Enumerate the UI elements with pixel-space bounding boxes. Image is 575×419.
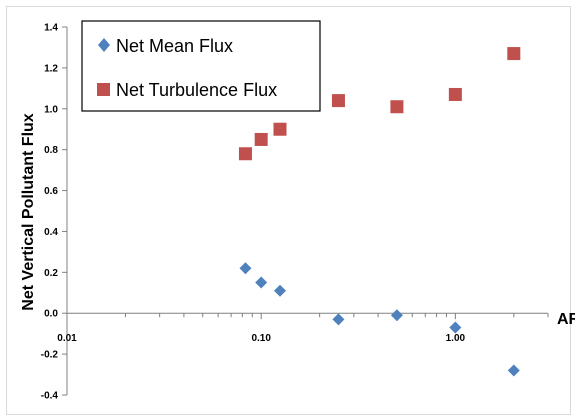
turbulence-flux-point xyxy=(238,147,252,161)
y-tick-label: -0.2 xyxy=(41,350,59,361)
mean-flux-point xyxy=(390,309,403,322)
y-ticks: -0.4 -0.2 0.0 0.2 0.4 0.6 0.8 1.0 1.2 1.4 xyxy=(41,23,67,402)
mean-flux-point xyxy=(239,262,252,275)
turbulence-flux-point xyxy=(273,122,287,136)
y-tick-label: -0.4 xyxy=(41,391,59,402)
x-ticks: 0.01 0.10 1.00 xyxy=(57,313,549,344)
legend-label-mean: Net Mean Flux xyxy=(116,36,233,56)
turbulence-flux-point xyxy=(390,100,404,114)
legend-marker-turbulence xyxy=(97,83,110,96)
y-tick-label: 1.4 xyxy=(44,23,58,34)
legend-label-turbulence: Net Turbulence Flux xyxy=(116,80,277,100)
y-tick-label: 0.4 xyxy=(44,227,58,238)
turbulence-flux-point xyxy=(448,87,462,101)
y-tick-label: 0.6 xyxy=(44,186,58,197)
x-tick-label: 0.01 xyxy=(57,333,77,344)
turbulence-flux-point xyxy=(507,47,521,61)
axes: -0.4 -0.2 0.0 0.2 0.4 0.6 0.8 1.0 1.2 1.4 0.01 0.1… xyxy=(41,23,549,402)
mean-flux-point xyxy=(273,284,286,297)
legend-marker-mean xyxy=(98,38,110,52)
mean-flux-point xyxy=(449,321,462,334)
x-tick-label: 1.00 xyxy=(446,333,466,344)
y-axis-title: Net Vertical Pollutant Flux xyxy=(20,113,37,310)
turbulence-flux-point xyxy=(331,94,345,108)
mean-flux-point xyxy=(255,276,268,289)
x-tick-label: 0.10 xyxy=(251,333,271,344)
y-tick-label: 1.0 xyxy=(44,104,58,115)
legend-box xyxy=(81,20,321,112)
turbulence-flux-point xyxy=(254,132,268,146)
y-tick-label: 1.2 xyxy=(44,63,58,74)
legend: Net Mean Flux Net Turbulence Flux xyxy=(81,20,321,112)
y-tick-label: 0.8 xyxy=(44,145,58,156)
mean-flux-point xyxy=(332,313,345,326)
y-tick-label: 0.0 xyxy=(44,309,58,320)
data-markers xyxy=(238,47,521,377)
x-axis-title: AR xyxy=(557,311,575,328)
mean-flux-point xyxy=(507,364,520,377)
y-tick-label: 0.2 xyxy=(44,268,58,279)
